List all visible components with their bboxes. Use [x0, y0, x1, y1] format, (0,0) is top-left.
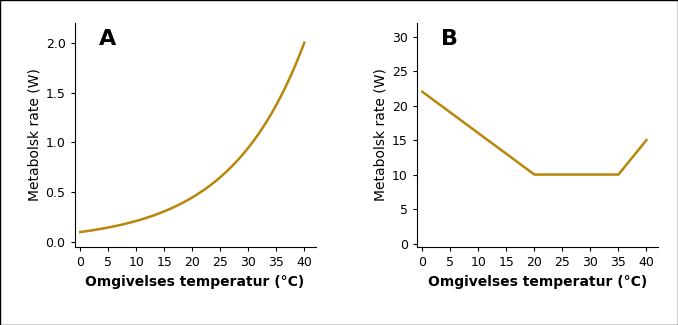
Y-axis label: Metabolsk rate (W): Metabolsk rate (W)	[374, 69, 388, 201]
Text: A: A	[99, 30, 116, 49]
Text: B: B	[441, 30, 458, 49]
X-axis label: Omgivelses temperatur (°C): Omgivelses temperatur (°C)	[85, 275, 304, 289]
Y-axis label: Metabolsk rate (W): Metabolsk rate (W)	[27, 69, 41, 201]
X-axis label: Omgivelses temperatur (°C): Omgivelses temperatur (°C)	[428, 275, 647, 289]
